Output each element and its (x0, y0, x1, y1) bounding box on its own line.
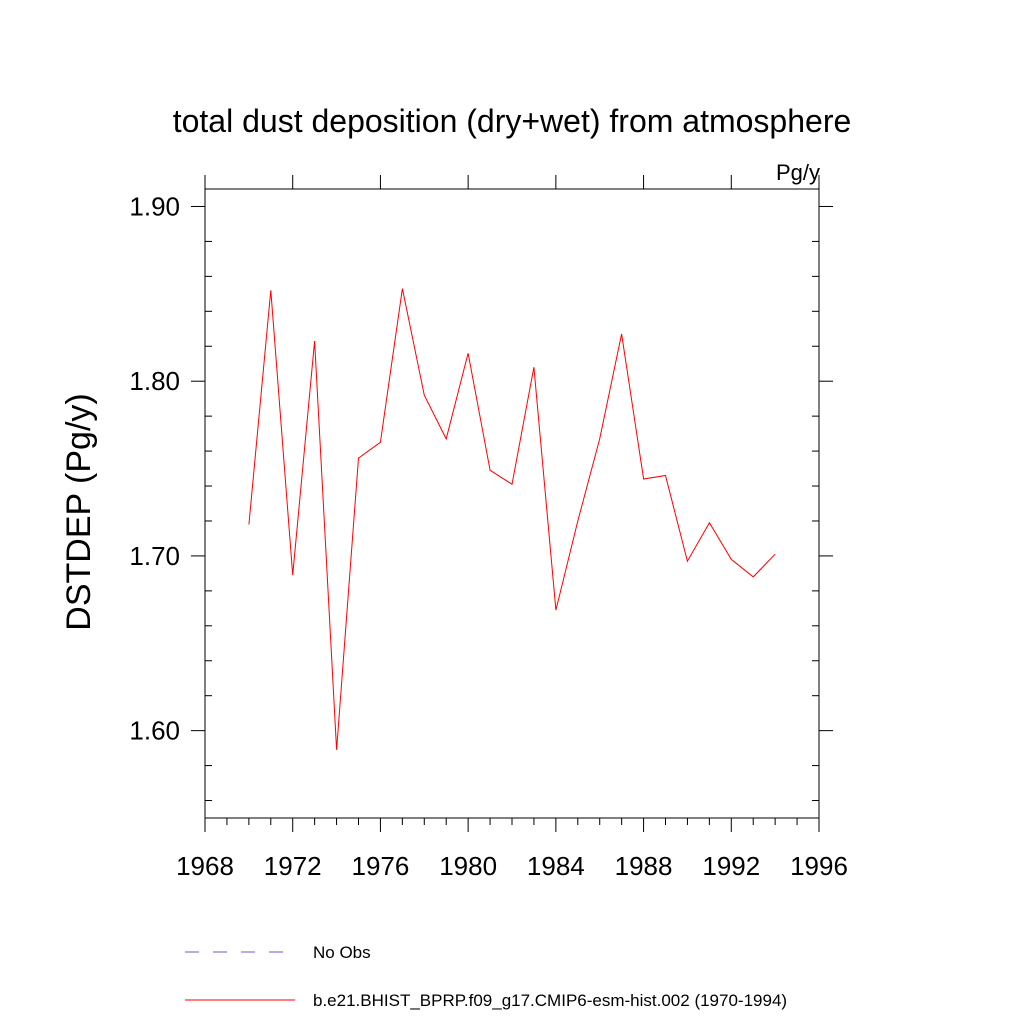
x-axis: 1968 1972 1976 1980 1984 1988 1992 1996 (176, 175, 848, 881)
y-axis-label: DSTDEP (Pg/y) (60, 393, 98, 630)
x-tick-label: 1984 (527, 851, 585, 881)
y-tick-label: 1.60 (129, 716, 180, 746)
x-tick-label: 1972 (264, 851, 322, 881)
y-tick-label: 1.80 (129, 366, 180, 396)
x-tick-label: 1988 (615, 851, 673, 881)
plot-frame (204, 188, 820, 819)
y-tick-label: 1.70 (129, 541, 180, 571)
series-line (248, 288, 776, 750)
legend: No Obs b.e21.BHIST_BPRP.f09_g17.CMIP6-esm… (185, 943, 787, 1010)
x-tick-label: 1968 (176, 851, 234, 881)
x-tick-label: 1980 (439, 851, 497, 881)
y-tick-label: 1.90 (129, 191, 180, 221)
units-label: Pg/y (776, 160, 820, 185)
chart-title: total dust deposition (dry+wet) from atm… (173, 103, 852, 139)
legend-label: No Obs (313, 943, 371, 962)
y-axis: 1.60 1.70 1.80 1.90 (129, 191, 833, 802)
series-group (248, 288, 776, 750)
x-tick-label: 1992 (702, 851, 760, 881)
x-tick-label: 1976 (352, 851, 410, 881)
legend-label: b.e21.BHIST_BPRP.f09_g17.CMIP6-esm-hist.… (313, 991, 787, 1010)
x-tick-label: 1996 (790, 851, 848, 881)
